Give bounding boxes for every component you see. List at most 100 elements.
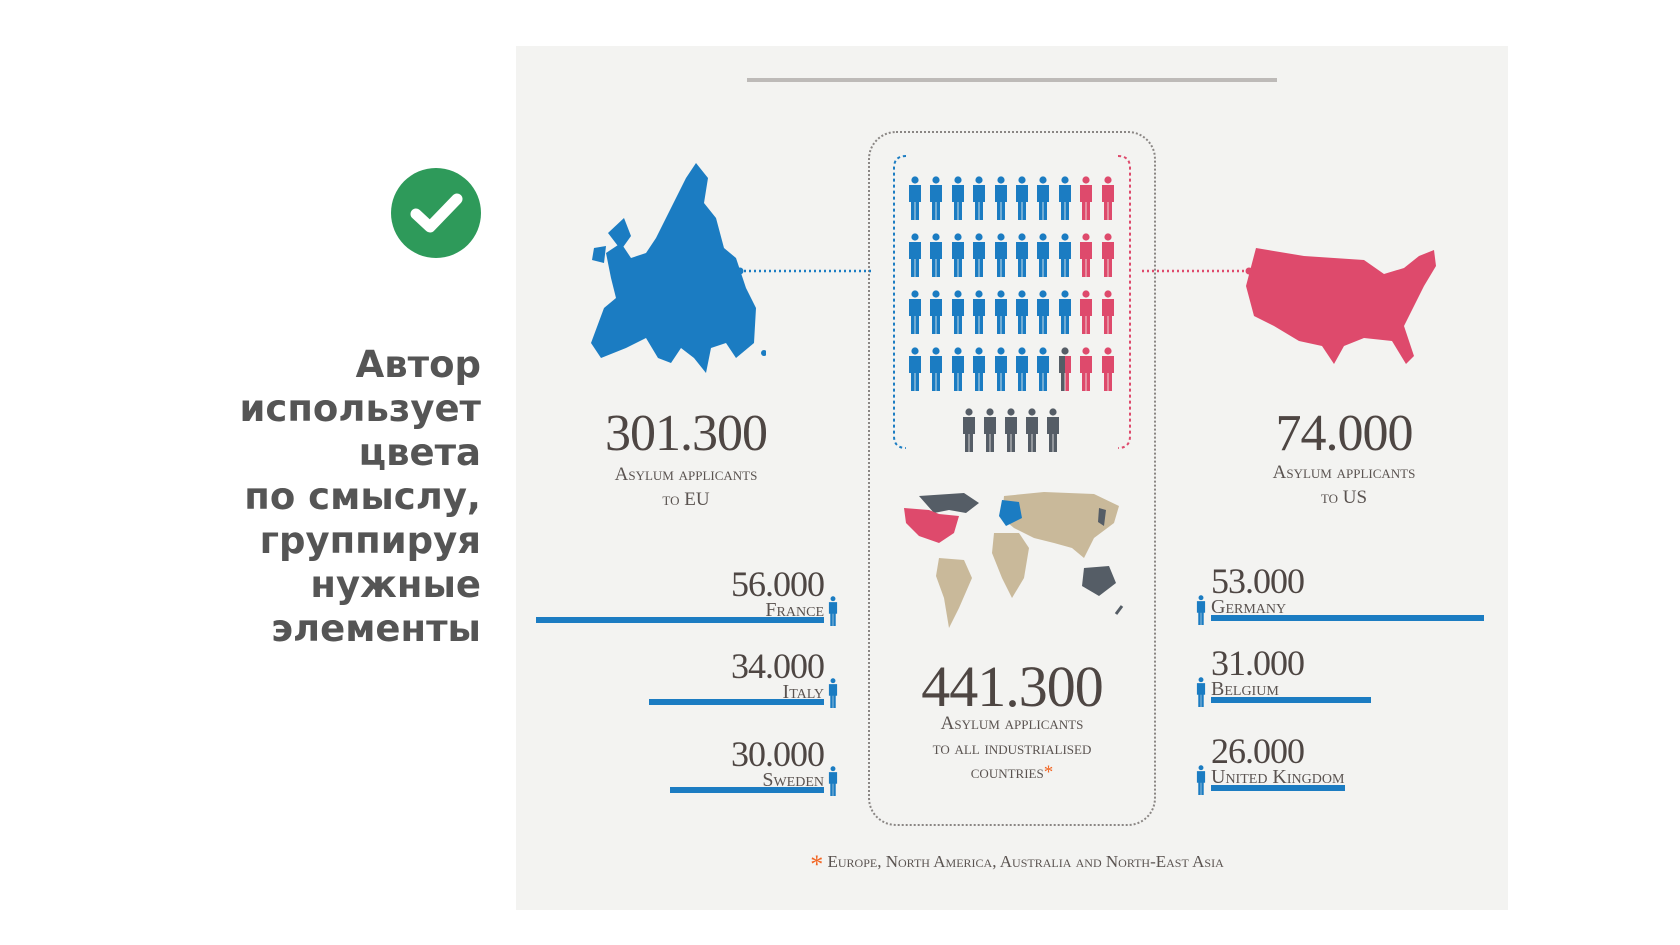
asterisk-marker: *	[1043, 762, 1054, 783]
us-connector-line	[1142, 267, 1253, 275]
person-icon	[973, 290, 986, 334]
person-icon	[1080, 347, 1093, 391]
europe-map-icon	[591, 163, 766, 373]
person-icon	[1037, 176, 1050, 220]
country-value: 34.000	[731, 646, 825, 686]
people-brackets	[893, 155, 1131, 449]
country-name: Italy	[782, 681, 824, 703]
person-icon	[984, 408, 996, 452]
person-icon	[1080, 233, 1093, 277]
country-value: 31.000	[1211, 643, 1305, 683]
eu-label: Asylum applicants to EU	[556, 462, 816, 512]
country-bar	[535, 617, 824, 623]
eu-connector-line	[736, 267, 871, 275]
us-total-value: 74.000	[1275, 405, 1414, 462]
country-value: 30.000	[731, 734, 825, 774]
country-bar	[648, 699, 824, 705]
person-icon	[1037, 347, 1050, 391]
center-dotted-box	[868, 131, 1156, 826]
person-icon	[1058, 290, 1071, 334]
us-label: Asylum applicants to US	[1214, 460, 1474, 510]
usa-map-icon	[1246, 248, 1436, 364]
person-icon	[994, 347, 1007, 391]
person-icon	[1047, 408, 1059, 452]
person-icon	[909, 290, 921, 334]
country-bar	[1211, 697, 1371, 703]
footnote: * Europe, North America, Australia and N…	[757, 852, 1277, 878]
country-name: Germany	[1211, 596, 1287, 618]
person-icon	[930, 347, 943, 391]
country-value: 26.000	[1211, 731, 1305, 771]
caption-line: группируя	[259, 519, 481, 562]
eu-label-line: to EU	[662, 489, 710, 510]
person-icon	[951, 347, 964, 391]
country-bar	[669, 787, 824, 793]
person-icon	[1037, 233, 1050, 277]
country-item-belgium: 31.000 Belgium	[1196, 645, 1496, 725]
person-icon	[1026, 408, 1038, 452]
us-label-line: to US	[1320, 487, 1368, 508]
caption-line: нужные	[310, 563, 481, 606]
person-icon	[930, 290, 943, 334]
person-icon	[828, 766, 838, 796]
caption-line: использует	[239, 387, 482, 430]
person-icon	[1016, 290, 1028, 334]
person-icon	[1101, 233, 1114, 277]
country-item-sweden: 30.000 Sweden	[516, 734, 838, 816]
country-item-italy: 34.000 Italy	[516, 646, 838, 728]
person-icon	[909, 176, 921, 220]
person-icon	[994, 290, 1007, 334]
total-value: 441.300	[921, 654, 1104, 719]
person-icon	[930, 176, 943, 220]
person-icon	[1016, 233, 1028, 277]
person-icon	[828, 678, 838, 708]
person-icon	[963, 408, 975, 452]
footnote-text: Europe, North America, Australia and Nor…	[827, 852, 1224, 871]
divider-line	[747, 78, 1277, 82]
person-icon	[973, 233, 986, 277]
person-icon	[1101, 347, 1114, 391]
country-item-france: 56.000 France	[516, 564, 838, 646]
footnote-asterisk: *	[810, 850, 824, 879]
person-icon	[1058, 347, 1071, 391]
caption-line: элементы	[271, 607, 481, 650]
person-icon	[1016, 347, 1028, 391]
person-icon	[1080, 176, 1093, 220]
country-value: 56.000	[731, 564, 825, 604]
person-icon	[973, 347, 986, 391]
person-icon	[1016, 176, 1028, 220]
total-label-line3: countries	[970, 762, 1044, 783]
caption-line: цвета	[358, 431, 481, 474]
country-name: Belgium	[1211, 678, 1279, 700]
person-icon	[951, 290, 964, 334]
person-icon	[1058, 176, 1071, 220]
country-name: Sweden	[762, 769, 824, 791]
person-icon	[1005, 408, 1017, 452]
person-icon	[951, 176, 964, 220]
caption-text: Автор использует цвета по смыслу, группи…	[181, 343, 482, 651]
person-icon	[1196, 595, 1206, 625]
person-icon	[1196, 677, 1206, 707]
person-icon	[1058, 233, 1071, 277]
country-bar	[1211, 785, 1345, 791]
total-label-line: Asylum applicants	[940, 713, 1084, 734]
infographic-panel: 301.300 Asylum applicants to EU 74.000 A…	[516, 46, 1508, 910]
eu-total-value: 301.300	[605, 405, 768, 462]
person-icon	[1196, 765, 1206, 795]
checkmark-badge-icon	[391, 168, 481, 258]
caption-line: Автор	[355, 343, 481, 386]
us-label-line: Asylum applicants	[1272, 462, 1416, 483]
country-value: 53.000	[1211, 561, 1305, 601]
people-icon-row-other	[962, 408, 1068, 458]
person-icon	[973, 176, 986, 220]
person-icon	[1037, 290, 1050, 334]
person-icon	[1101, 290, 1114, 334]
total-label: Asylum applicants to all industrialised …	[868, 712, 1156, 786]
world-map-icon	[904, 492, 1124, 628]
total-label-line: countries*	[868, 761, 1156, 786]
person-icon	[1101, 176, 1114, 220]
person-icon	[951, 233, 964, 277]
total-label-line: to all industrialised	[932, 737, 1092, 759]
people-icon-grid	[908, 176, 1122, 406]
country-item-germany: 53.000 Germany	[1196, 563, 1496, 643]
